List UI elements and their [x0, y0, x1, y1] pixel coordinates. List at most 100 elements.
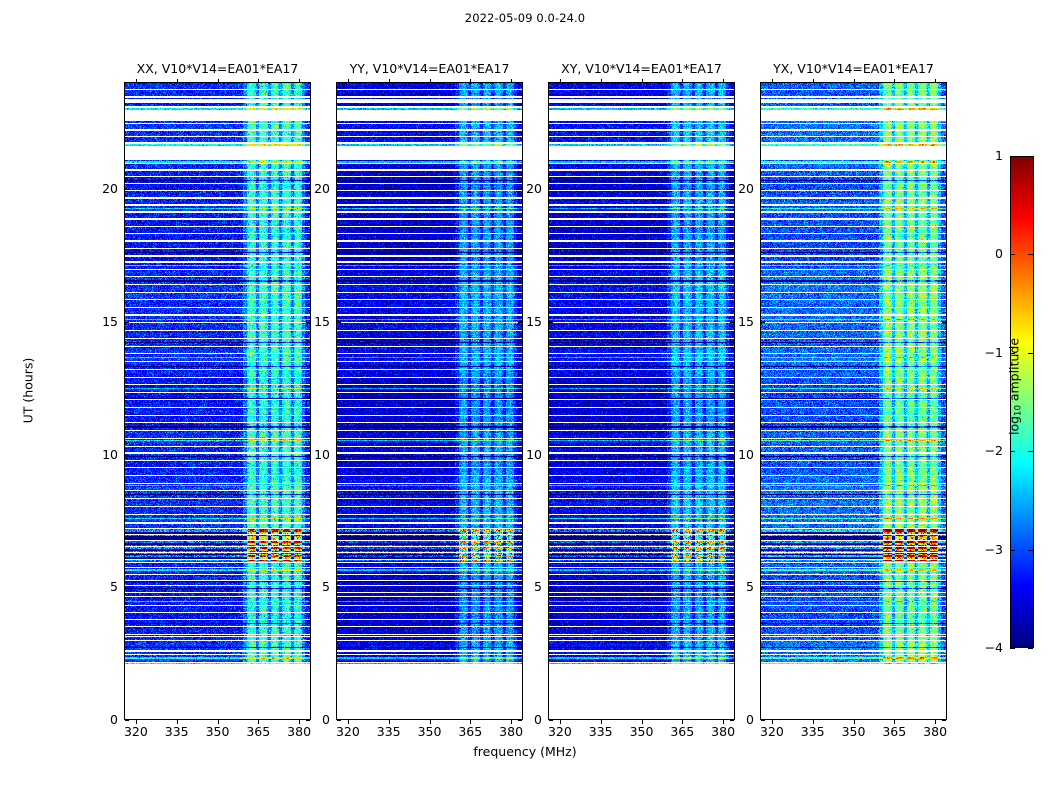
x-tick-top: [258, 79, 260, 83]
y-tick-right: [942, 454, 946, 456]
x-tick: [135, 720, 137, 724]
x-tick-top: [812, 79, 814, 83]
y-tick: [337, 321, 341, 323]
x-tick-top: [600, 79, 602, 83]
y-tick-right: [942, 189, 946, 191]
y-tick-right: [730, 720, 734, 721]
figure-suptitle: 2022-05-09 0.0-24.0: [464, 11, 586, 25]
colorbar-tick-label: −2: [984, 443, 1003, 459]
x-tick-top: [894, 79, 896, 83]
y-tick-label: 20: [102, 181, 118, 197]
x-tick-label: 350: [629, 724, 654, 739]
y-tick-label: 15: [738, 313, 754, 329]
y-tick: [761, 189, 765, 191]
colorbar-tick-right: [1028, 352, 1033, 354]
y-tick: [761, 587, 765, 589]
x-tick-label: 380: [287, 724, 312, 739]
y-tick-right: [306, 189, 310, 191]
y-tick-right: [730, 321, 734, 323]
x-tick-label: 335: [800, 724, 825, 739]
y-tick: [125, 720, 129, 721]
panel-title-yy: YY, V10*V14=EA01*EA17: [349, 61, 510, 76]
x-tick-label: 335: [588, 724, 613, 739]
x-tick-top: [388, 79, 390, 83]
y-tick-right: [942, 720, 946, 721]
x-tick-label: 350: [841, 724, 866, 739]
x-tick-label: 380: [499, 724, 524, 739]
x-tick: [771, 720, 773, 724]
x-tick: [812, 720, 814, 724]
y-tick: [337, 720, 341, 721]
y-tick-label: 10: [102, 446, 118, 462]
y-tick-label: 15: [314, 313, 330, 329]
x-tick-top: [511, 79, 513, 83]
colorbar-label-text: log: [1006, 415, 1022, 436]
y-tick-label: 5: [110, 579, 118, 595]
x-tick: [388, 720, 390, 724]
colorbar-tick-right: [1028, 254, 1033, 256]
spectrogram-panel-xy: [548, 82, 735, 720]
y-tick-label: 15: [102, 313, 118, 329]
y-tick-label: 0: [746, 712, 754, 727]
x-tick-label: 335: [376, 724, 401, 739]
y-tick: [125, 189, 129, 191]
y-axis-label: UT (hours): [20, 357, 36, 424]
x-tick-label: 365: [670, 724, 695, 739]
x-tick-label: 335: [164, 724, 189, 739]
y-tick-label: 20: [526, 181, 542, 197]
spectrogram-panel-yy: [336, 82, 523, 720]
y-tick-label: 0: [534, 712, 542, 727]
y-tick: [337, 454, 341, 456]
panel-title-yx: YX, V10*V14=EA01*EA17: [773, 61, 934, 76]
x-tick: [894, 720, 896, 724]
x-tick-label: 320: [123, 724, 148, 739]
colorbar-tick-label: −3: [984, 541, 1003, 557]
y-tick: [549, 189, 553, 191]
y-tick-right: [518, 587, 522, 589]
x-tick-top: [470, 79, 472, 83]
x-tick-top: [347, 79, 349, 83]
x-tick-label: 380: [711, 724, 736, 739]
y-tick-right: [518, 189, 522, 191]
colorbar: [1010, 156, 1034, 648]
spectrogram-panel-xx: [124, 82, 311, 720]
y-tick-label: 20: [314, 181, 330, 197]
x-tick-label: 365: [246, 724, 271, 739]
y-tick: [337, 189, 341, 191]
y-tick-right: [730, 587, 734, 589]
colorbar-tick: [1010, 549, 1015, 551]
x-tick-top: [641, 79, 643, 83]
x-tick-label: 320: [335, 724, 360, 739]
x-tick-label: 350: [205, 724, 230, 739]
colorbar-label-subscript: 10: [1013, 405, 1024, 416]
colorbar-tick: [1010, 648, 1015, 649]
y-tick: [761, 720, 765, 721]
colorbar-tick: [1010, 254, 1015, 256]
x-tick-top: [771, 79, 773, 83]
colorbar-label-tail: amplitude: [1006, 337, 1022, 406]
x-tick-top: [723, 79, 725, 83]
y-tick: [125, 587, 129, 589]
y-tick-right: [730, 454, 734, 456]
x-tick-label: 320: [759, 724, 784, 739]
y-tick: [125, 454, 129, 456]
y-tick-right: [942, 587, 946, 589]
colorbar-tick: [1010, 451, 1015, 453]
x-tick-top: [176, 79, 178, 83]
y-tick-label: 20: [738, 181, 754, 197]
colorbar-tick-label: 1: [995, 148, 1003, 163]
x-tick: [429, 720, 431, 724]
x-tick-label: 365: [882, 724, 907, 739]
y-tick-right: [306, 587, 310, 589]
spectrogram-panel-yx: [760, 82, 947, 720]
x-tick: [559, 720, 561, 724]
colorbar-label: log10 amplitude: [1007, 307, 1024, 467]
x-tick: [641, 720, 643, 724]
y-tick-label: 0: [110, 712, 118, 727]
x-tick-label: 380: [923, 724, 948, 739]
y-tick: [125, 321, 129, 323]
x-tick-top: [559, 79, 561, 83]
y-tick: [549, 587, 553, 589]
x-tick: [723, 720, 725, 724]
